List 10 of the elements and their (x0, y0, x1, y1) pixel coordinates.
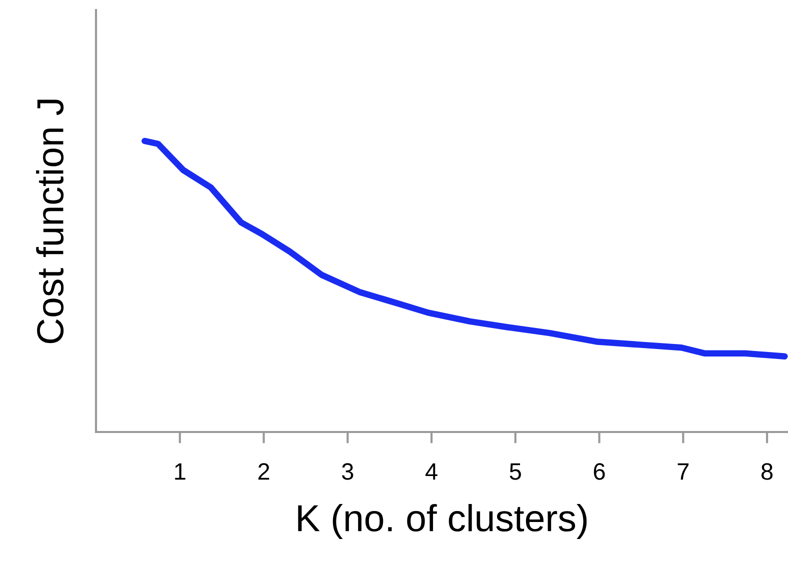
x-tick-label: 5 (510, 463, 521, 480)
x-tick-label: 4 (425, 463, 438, 480)
x-axis-title: K (no. of clusters) (298, 504, 587, 539)
y-axis-title: Cost function J (36, 100, 64, 344)
x-tick-label: 6 (594, 463, 605, 480)
x-tick-label: 7 (678, 463, 689, 480)
x-tick-label: 8 (761, 463, 773, 480)
x-tick-label: 3 (342, 463, 354, 480)
x-tick-label: 1 (175, 463, 186, 480)
x-tick-label: 2 (258, 463, 270, 480)
